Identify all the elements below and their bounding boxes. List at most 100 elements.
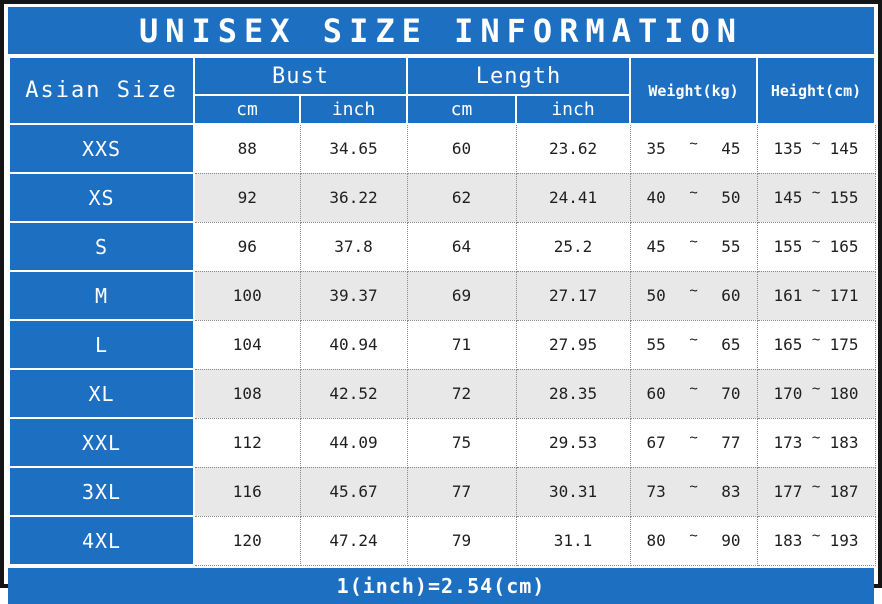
bust-inch-cell: 37.8 (299, 221, 408, 272)
bust-cm-cell: 96 (193, 221, 301, 272)
bust-cm-cell: 100 (193, 270, 301, 321)
height-range-cell-range: 155 ~165 (759, 234, 874, 257)
length-cm-cell: 71 (406, 319, 517, 370)
length-cm-cell: 75 (406, 417, 517, 468)
tilde-glyph: ~ (689, 429, 698, 446)
range-min: 45 (646, 237, 666, 256)
weight-range-cell: 40 ~50 (629, 172, 758, 223)
size-label-cell: XXL (8, 417, 195, 468)
length-cm-cell: 72 (406, 368, 517, 419)
height-range-cell: 177 ~187 (756, 466, 876, 517)
tilde-glyph: ~ (811, 135, 821, 152)
range-max: 55 (721, 237, 741, 256)
weight-range-cell: 60 ~70 (629, 368, 758, 419)
size-label-cell: S (8, 221, 195, 272)
range-max: 65 (721, 335, 741, 354)
table-row: M 100 39.37 69 27.17 50 ~60 161 ~171 (8, 270, 876, 321)
tilde-glyph: ~ (811, 380, 821, 397)
range-min: 50 (646, 286, 666, 305)
height-range-cell: 165 ~175 (756, 319, 876, 370)
length-inch-cell: 31.1 (515, 515, 631, 566)
weight-range-cell: 35 ~45 (629, 123, 758, 174)
range-max: 145 (829, 139, 859, 159)
range-max: 187 (829, 482, 859, 501)
range-max: 171 (829, 286, 859, 305)
tilde-glyph: ~ (689, 478, 698, 495)
tilde-glyph: ~ (689, 135, 698, 152)
size-table-body: XXS 88 34.65 60 23.62 35 ~45 135 ~145 XS 92 36.22 62… (8, 123, 876, 566)
tilde-glyph: ~ (689, 282, 698, 299)
bust-cm-cell: 88 (193, 123, 301, 174)
range-min: 35 (646, 139, 666, 159)
table-row: S 96 37.8 64 25.2 45 ~55 155 ~165 (8, 221, 876, 272)
height-range-cell: 145 ~155 (756, 172, 876, 223)
height-range-cell: 161 ~171 (756, 270, 876, 321)
tilde-glyph: ~ (689, 380, 698, 397)
length-cm-cell: 69 (406, 270, 517, 321)
bust-inch-cell: 34.65 (299, 123, 408, 174)
range-max: 175 (829, 335, 859, 354)
bust-cm-cell: 116 (193, 466, 301, 517)
range-max: 50 (721, 188, 741, 207)
bust-inch-cell: 44.09 (299, 417, 408, 468)
height-range-cell-range: 135 ~145 (759, 135, 874, 159)
range-min: 73 (646, 482, 666, 501)
range-max: 183 (829, 433, 859, 452)
weight-range-cell: 73 ~83 (629, 466, 758, 517)
length-inch-cell: 30.31 (515, 466, 631, 517)
tilde-glyph: ~ (689, 184, 698, 201)
header-height: Height(cm) (756, 56, 877, 125)
height-range-cell-range: 173 ~183 (759, 430, 874, 453)
tilde-glyph: ~ (811, 282, 821, 299)
conversion-footer-bar: 1(inch)=2.54(cm) (8, 568, 874, 604)
weight-range-cell-range: 60 ~70 (632, 380, 756, 404)
length-cm-cell: 79 (406, 515, 517, 566)
range-min: 67 (646, 433, 666, 452)
header-bust: Bust (192, 56, 409, 96)
table-row: 3XL 116 45.67 77 30.31 73 ~83 177 ~187 (8, 466, 876, 517)
size-table: Asian Size Bust Length Weight(kg) Height… (8, 56, 877, 566)
range-min: 170 (773, 384, 803, 403)
range-max: 70 (721, 384, 741, 403)
range-max: 165 (829, 237, 859, 256)
header-bust-inch: inch (298, 94, 409, 125)
chart-title: UNISEX SIZE INFORMATION (138, 11, 744, 50)
range-min: 173 (773, 433, 803, 452)
weight-range-cell-range: 45 ~55 (632, 234, 756, 257)
bust-cm-cell: 104 (193, 319, 301, 370)
size-label-cell: XS (8, 172, 195, 223)
tilde-glyph: ~ (689, 331, 698, 348)
size-table-header: Asian Size Bust Length Weight(kg) Height… (8, 56, 877, 125)
bust-inch-cell: 42.52 (299, 368, 408, 419)
bust-cm-cell: 92 (193, 172, 301, 223)
height-range-cell: 183 ~193 (756, 515, 876, 566)
range-min: 155 (773, 237, 803, 256)
range-min: 183 (773, 531, 803, 550)
range-min: 40 (646, 188, 666, 207)
length-cm-cell: 62 (406, 172, 517, 223)
height-range-cell: 135 ~145 (756, 123, 876, 174)
weight-range-cell: 45 ~55 (629, 221, 758, 272)
table-row: XXS 88 34.65 60 23.62 35 ~45 135 ~145 (8, 123, 876, 174)
height-range-cell-range: 145 ~155 (759, 184, 874, 208)
table-row: XXL 112 44.09 75 29.53 67 ~77 173 ~183 (8, 417, 876, 468)
tilde-glyph: ~ (811, 184, 821, 201)
header-weight: Weight(kg) (629, 56, 759, 125)
range-min: 55 (646, 335, 666, 354)
range-max: 155 (829, 188, 859, 207)
length-inch-cell: 27.95 (515, 319, 631, 370)
length-inch-cell: 25.2 (515, 221, 631, 272)
length-cm-cell: 64 (406, 221, 517, 272)
length-inch-cell: 29.53 (515, 417, 631, 468)
bust-inch-cell: 39.37 (299, 270, 408, 321)
header-length-inch: inch (515, 94, 632, 125)
weight-range-cell-range: 55 ~65 (632, 331, 756, 355)
bust-cm-cell: 108 (193, 368, 301, 419)
height-range-cell-range: 183 ~193 (759, 528, 874, 551)
chart-title-bar: UNISEX SIZE INFORMATION (8, 7, 874, 54)
weight-range-cell: 80 ~90 (629, 515, 758, 566)
weight-range-cell-range: 35 ~45 (632, 135, 756, 159)
table-row: 4XL 120 47.24 79 31.1 80 ~90 183 ~193 (8, 515, 876, 566)
range-max: 90 (721, 531, 741, 550)
